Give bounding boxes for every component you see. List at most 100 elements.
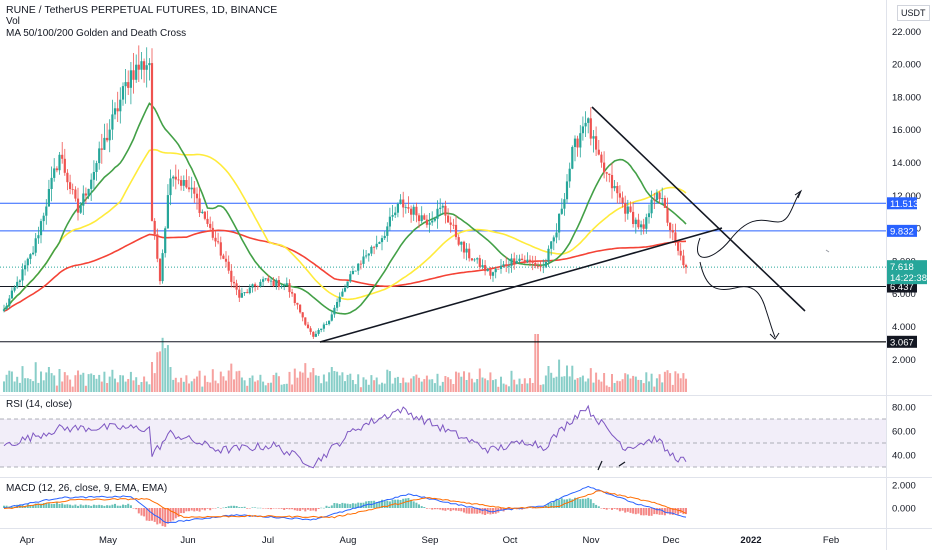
candle-body <box>280 286 283 288</box>
volume-bar <box>280 384 283 392</box>
volume-bar <box>50 373 53 392</box>
volume-bar <box>357 374 360 392</box>
volume-bar <box>87 374 90 392</box>
currency-label[interactable]: USDT <box>897 5 930 21</box>
candle-body <box>415 206 418 216</box>
volume-bar <box>542 384 545 392</box>
candle-body <box>29 254 32 259</box>
volume-bar <box>190 381 193 392</box>
candle-body <box>217 241 220 243</box>
macd-histogram-bar <box>82 505 85 508</box>
rsi-drawing-mark <box>618 461 626 467</box>
volume-bar <box>314 375 317 392</box>
level-tag-label: 3.067 <box>890 337 914 348</box>
macd-histogram-bar <box>3 505 5 508</box>
candle-body <box>550 241 553 249</box>
volume-bar <box>26 378 29 392</box>
volume-bar <box>563 376 566 392</box>
volume-bar <box>61 381 64 392</box>
macd-histogram-bar <box>185 508 188 512</box>
candle-body <box>613 186 616 189</box>
candle-body <box>251 284 254 288</box>
volume-bar <box>592 382 595 392</box>
level-tag-bg <box>887 197 917 210</box>
volume-bar <box>209 382 212 392</box>
candle-body <box>618 193 621 198</box>
macd-histogram-bar <box>143 508 146 517</box>
volume-bar <box>566 365 568 392</box>
volume-bar <box>217 383 220 392</box>
macd-histogram-bar <box>595 504 598 508</box>
candle-body <box>26 258 29 266</box>
macd-histogram-bar <box>500 508 502 511</box>
macd-histogram-bar <box>182 508 185 514</box>
candle-body <box>90 179 93 189</box>
macd-histogram-bar <box>526 508 529 509</box>
price-tick-label: 12.000 <box>892 191 921 202</box>
macd-histogram-bar <box>100 505 103 508</box>
macd-histogram-bar <box>658 508 661 515</box>
macd-histogram-bar <box>71 505 74 508</box>
macd-histogram-bar <box>621 508 624 511</box>
volume-bar <box>32 381 35 392</box>
macd-histogram-bar <box>650 508 653 516</box>
price-tick-label: 20.000 <box>892 60 921 71</box>
macd-histogram-bar <box>198 508 201 512</box>
macd-histogram-bar <box>196 508 198 511</box>
candle-body <box>584 122 587 127</box>
volume-bar <box>214 380 217 392</box>
candle-body <box>309 328 312 332</box>
candle-body <box>608 173 611 175</box>
candle-body <box>341 291 344 297</box>
volume-bar <box>650 373 653 392</box>
volume-bar <box>571 365 574 392</box>
macd-histogram-bar <box>172 508 175 521</box>
macd-histogram-bar <box>262 508 265 509</box>
volume-bar <box>486 380 489 392</box>
candle-body <box>439 207 442 209</box>
macd-histogram-bar <box>407 498 410 508</box>
volume-bar <box>629 378 632 392</box>
volume-bar <box>161 337 164 392</box>
macd-histogram-bar <box>669 508 672 515</box>
macd-histogram-bar <box>69 504 72 508</box>
volume-bar <box>603 373 606 392</box>
volume-bar <box>632 375 635 392</box>
candle-body <box>338 296 341 303</box>
candle-body <box>468 248 471 259</box>
volume-bar <box>455 371 457 392</box>
macd-histogram-bar <box>412 501 415 508</box>
macd-histogram-bar <box>349 504 352 508</box>
candle-body <box>259 281 262 287</box>
macd-histogram-bar <box>608 508 611 509</box>
volume-bar <box>653 386 656 392</box>
volume-bar <box>225 380 227 392</box>
volume-bar <box>383 383 386 392</box>
volume-bar <box>375 377 378 392</box>
time-axis-label: Dec <box>663 535 680 546</box>
candle-body <box>579 133 582 148</box>
volume-bar <box>431 379 434 392</box>
volume-bar <box>166 345 169 392</box>
volume-bar <box>198 370 201 392</box>
volume-bar <box>330 367 333 392</box>
macd-histogram-bar <box>386 500 389 508</box>
volume-bar <box>151 362 153 392</box>
bearish-projection-path <box>699 261 776 338</box>
volume-bar <box>177 382 180 392</box>
candle-body <box>658 192 661 200</box>
volume-bar <box>616 380 619 392</box>
candle-body <box>232 281 236 284</box>
candles <box>2 45 688 339</box>
time-axis-label: Nov <box>583 535 600 546</box>
descending-trendline <box>591 106 806 312</box>
time-axis-label: Aug <box>340 535 357 546</box>
macd-histogram-bar <box>552 500 555 508</box>
candle-body <box>330 314 333 321</box>
volume-bar <box>143 376 146 392</box>
macd-histogram <box>3 497 687 527</box>
volume-bar <box>502 383 505 392</box>
macd-tick-label: 2.000 <box>892 481 916 492</box>
volume-bar <box>328 372 331 392</box>
time-axis-label: Feb <box>823 535 839 546</box>
